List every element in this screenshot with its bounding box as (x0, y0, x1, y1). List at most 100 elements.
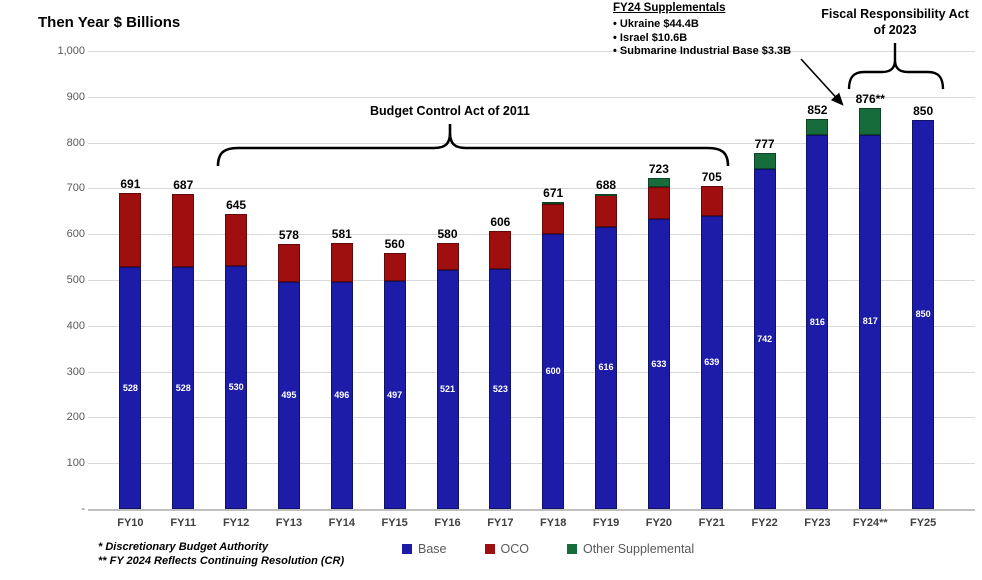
bar-FY18-oco (542, 203, 565, 235)
total-label: 876** (855, 91, 885, 106)
gridline-900 (88, 96, 975, 98)
x-tick-label: FY13 (275, 517, 303, 529)
total-label: 777 (754, 137, 775, 152)
base-value-label: 633 (651, 358, 667, 369)
base-swatch-icon (402, 544, 412, 554)
bar-FY17-base (489, 269, 512, 509)
fy24-supplementals-item: Ukraine $44.4B (613, 18, 813, 32)
gridline-400 (88, 325, 975, 327)
bar-FY13-oco (277, 244, 300, 283)
x-tick-label: FY20 (645, 517, 673, 529)
bar-FY22-base (753, 169, 776, 509)
total-label: 578 (278, 228, 299, 243)
bar-FY16-oco (436, 243, 459, 271)
x-tick-label: FY21 (698, 517, 725, 529)
fra-annotation-line1: Fiscal Responsibility Act (821, 7, 969, 21)
base-value-label: 528 (122, 382, 138, 393)
total-label: 560 (384, 236, 405, 251)
gridline-700 (88, 188, 975, 190)
total-label: 850 (913, 103, 934, 118)
base-value-label: 742 (757, 333, 773, 344)
chart-title: Then Year $ Billions (38, 14, 181, 31)
bar-FY11-oco (172, 194, 195, 268)
x-tick-label: FY25 (909, 517, 937, 529)
x-tick-label: FY17 (487, 517, 514, 529)
x-tick-label: FY11 (170, 517, 197, 529)
gridline-600 (88, 234, 975, 236)
bar-FY19-oco (595, 195, 618, 227)
bar-FY21-base (700, 216, 723, 509)
bar-FY22-other-supplemental (753, 153, 776, 170)
base-value-label: 496 (334, 389, 350, 400)
legend: Base OCO Other Supplemental (402, 542, 694, 556)
y-tick-label: 400 (66, 319, 85, 332)
bar-FY18-base (542, 234, 565, 509)
base-value-label: 639 (704, 357, 720, 368)
y-tick-label: 900 (66, 90, 85, 103)
y-tick-label: 1,000 (57, 45, 85, 57)
base-value-label: 495 (281, 390, 297, 401)
y-tick-label: 500 (66, 274, 85, 286)
fy24-supplementals-item: Israel $10.6B (613, 32, 813, 46)
bar-FY24-base (859, 134, 882, 509)
fra-brace (847, 43, 945, 90)
bar-FY16-base (436, 270, 459, 509)
x-tick-label: FY23 (804, 517, 831, 529)
x-tick-label: FY19 (592, 517, 620, 529)
bar-FY20-base (647, 219, 670, 509)
base-value-label: 528 (175, 382, 191, 393)
fy24-supplementals-list: Ukraine $44.4B Israel $10.6B Submarine I… (613, 18, 813, 59)
bar-FY15-base (383, 281, 406, 509)
gridline-300 (88, 371, 975, 373)
bar-FY14-oco (330, 242, 353, 282)
base-value-label: 817 (862, 316, 878, 327)
footnote-cr: ** FY 2024 Reflects Continuing Resolutio… (98, 555, 345, 567)
legend-label-other-supplemental: Other Supplemental (582, 542, 695, 556)
fy24-supplementals-note: FY24 Supplementals Ukraine $44.4B Israel… (613, 2, 813, 59)
y-tick-label: 700 (66, 182, 85, 195)
bar-FY20-oco (647, 187, 670, 220)
y-tick-label: 300 (66, 365, 85, 378)
y-tick-label: 800 (66, 136, 85, 149)
base-value-label: 616 (598, 362, 614, 373)
base-value-label: 600 (545, 366, 561, 377)
total-label: 606 (490, 215, 511, 230)
y-tick-label: 600 (66, 228, 85, 241)
total-label: 852 (807, 102, 828, 117)
base-value-label: 530 (228, 382, 244, 393)
other-supplemental-swatch-icon (566, 544, 577, 554)
footnote-discretionary: * Discretionary Budget Authority (98, 541, 269, 553)
bar-FY10-base (119, 267, 142, 509)
fra-annotation-line2: of 2023 (873, 23, 917, 37)
bar-FY12-oco (225, 213, 248, 267)
x-tick-label: FY18 (540, 517, 567, 529)
x-tick-label: FY15 (381, 517, 408, 529)
x-tick-label: FY24** (852, 517, 888, 529)
base-value-label: 850 (915, 308, 931, 319)
bar-FY12-base (225, 266, 248, 509)
x-tick-label: FY10 (117, 517, 144, 529)
base-value-label: 521 (439, 384, 456, 395)
gridline-200 (88, 417, 975, 419)
gridline-800 (88, 142, 975, 144)
fra-annotation-label: Fiscal Responsibility Act of 2023 (805, 6, 982, 38)
base-value-label: 523 (492, 383, 508, 394)
x-tick-label: FY12 (222, 517, 250, 529)
gridline-100 (88, 463, 975, 465)
bar-FY11-base (172, 267, 195, 509)
base-value-label: 816 (809, 316, 825, 327)
total-label: 687 (173, 178, 194, 193)
bca-annotation-label: Budget Control Act of 2011 (370, 104, 530, 118)
bar-FY10-oco (119, 192, 142, 268)
total-label: 671 (543, 185, 564, 200)
legend-label-base: Base (418, 542, 447, 556)
bar-FY13-base (277, 282, 300, 509)
x-tick-label: FY16 (434, 517, 461, 529)
legend-item-oco: OCO (484, 542, 529, 556)
bar-FY20-other-supplemental (647, 177, 670, 188)
bar-FY25-base (912, 119, 935, 509)
bar-FY18-other-supplemental (542, 201, 565, 204)
bar-FY14-base (330, 281, 353, 509)
legend-item-other-supplemental: Other Supplemental (566, 542, 695, 556)
